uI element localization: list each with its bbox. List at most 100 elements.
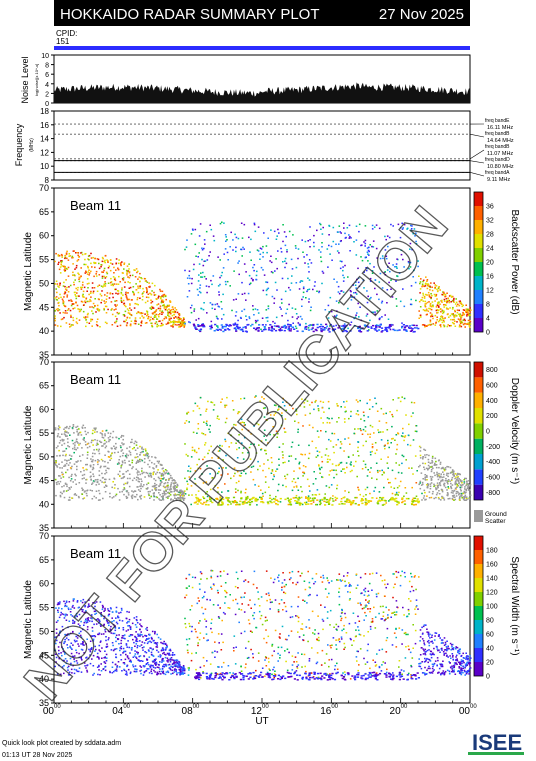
data-cell (187, 411, 190, 414)
data-cell (421, 481, 424, 484)
data-cell (155, 473, 157, 475)
data-cell (284, 290, 287, 293)
data-cell (238, 434, 240, 436)
data-cell (207, 504, 210, 506)
data-cell (430, 282, 432, 284)
data-cell (316, 323, 319, 326)
data-cell (414, 613, 417, 615)
data-cell (287, 328, 290, 331)
data-cell (155, 484, 158, 486)
data-cell (107, 267, 110, 269)
data-cell (269, 433, 271, 436)
data-cell (270, 325, 274, 328)
colorbar-tick-label: 8 (486, 302, 490, 309)
data-cell (446, 325, 449, 328)
data-cell (359, 648, 362, 650)
data-cell (104, 283, 107, 285)
data-cell (119, 324, 122, 327)
data-cell (293, 328, 296, 330)
data-cell (459, 315, 461, 317)
data-cell (84, 317, 86, 319)
data-cell (145, 450, 147, 452)
data-cell (332, 226, 335, 229)
data-cell (85, 319, 87, 321)
data-cell (94, 635, 97, 638)
data-cell (295, 313, 298, 315)
data-cell (324, 493, 326, 495)
data-cell (92, 607, 95, 610)
data-cell (110, 281, 113, 283)
data-cell (135, 441, 138, 444)
data-cell (431, 461, 434, 463)
data-cell (243, 223, 246, 226)
data-cell (137, 461, 140, 463)
data-cell (385, 255, 388, 257)
data-cell (268, 486, 270, 488)
data-cell (125, 456, 128, 459)
data-cell (168, 479, 170, 481)
data-cell (131, 438, 133, 441)
data-cell (209, 424, 211, 427)
data-cell (218, 294, 220, 296)
data-cell (459, 484, 462, 486)
data-cell (390, 288, 392, 290)
data-cell (319, 400, 322, 403)
data-cell (95, 448, 98, 451)
data-cell (382, 615, 385, 617)
data-cell (335, 444, 338, 446)
data-cell (199, 666, 202, 669)
data-cell (329, 497, 332, 499)
data-cell (114, 279, 117, 282)
data-cell (419, 487, 422, 490)
data-cell (190, 282, 193, 285)
data-cell (426, 283, 428, 285)
data-cell (162, 294, 164, 296)
data-cell (446, 472, 448, 475)
data-cell (342, 327, 345, 330)
data-cell (171, 479, 174, 482)
data-cell (321, 460, 324, 463)
data-cell (205, 422, 208, 425)
data-cell (305, 501, 308, 504)
data-cell (233, 327, 236, 330)
data-cell (160, 301, 163, 304)
data-cell (135, 283, 137, 285)
freq-ytick-label: 8 (45, 176, 50, 185)
data-cell (108, 637, 110, 639)
data-cell (377, 500, 380, 503)
data-cell (357, 327, 360, 330)
data-cell (429, 305, 432, 307)
data-cell (173, 671, 176, 673)
data-cell (325, 501, 328, 503)
data-cell (224, 440, 227, 443)
data-cell (194, 482, 197, 485)
data-cell (423, 297, 426, 299)
data-cell (83, 316, 85, 319)
data-cell (304, 414, 307, 416)
data-cell (379, 431, 382, 433)
data-cell (210, 588, 213, 590)
data-cell (86, 300, 89, 303)
data-cell (231, 501, 234, 503)
data-cell (197, 490, 200, 492)
data-cell (105, 445, 108, 447)
data-cell (394, 266, 396, 268)
data-cell (144, 313, 146, 315)
data-cell (387, 456, 389, 458)
data-cell (396, 448, 398, 451)
data-cell (395, 462, 397, 464)
data-cell (397, 471, 400, 474)
data-cell (73, 607, 76, 609)
data-cell (115, 442, 117, 445)
data-cell (57, 308, 59, 310)
data-cell (429, 321, 432, 323)
data-cell (327, 304, 330, 307)
data-cell (104, 285, 107, 287)
data-cell (240, 222, 243, 224)
data-cell (151, 282, 154, 285)
data-cell (91, 310, 93, 312)
data-cell (68, 286, 70, 288)
data-cell (321, 498, 324, 501)
data-cell (181, 494, 183, 496)
